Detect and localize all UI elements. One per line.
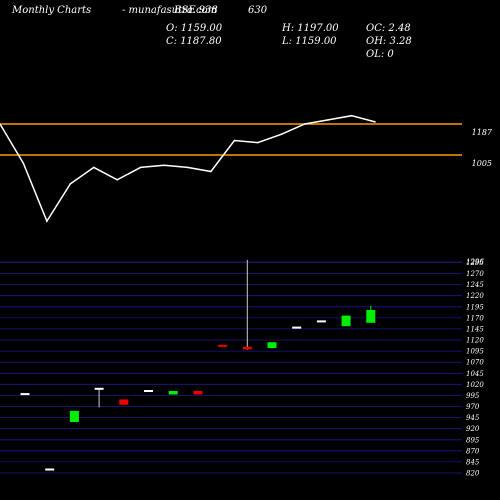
y-tick-label: 945 [466, 414, 480, 422]
price-point [0, 123, 1, 125]
candle [292, 326, 302, 329]
candle-body [341, 315, 351, 327]
candle [341, 315, 351, 327]
price-point [163, 164, 165, 167]
y-tick-label: 1220 [466, 292, 484, 300]
candle [366, 305, 376, 323]
y-tick-label: 970 [466, 403, 480, 411]
level-label: 1187 [472, 128, 493, 137]
y-tick-label: 845 [466, 458, 480, 466]
price-point [374, 121, 376, 123]
candle-body [69, 410, 79, 422]
candle-body [119, 399, 129, 405]
price-point [280, 133, 283, 136]
price-point [69, 183, 72, 185]
price-point [46, 220, 48, 222]
chart-title: Monthly Charts [11, 5, 91, 16]
candle [218, 344, 228, 347]
candle [193, 391, 203, 395]
source-label: - munafasutra.com [122, 5, 217, 16]
price-point [186, 166, 189, 169]
price-point [233, 139, 236, 142]
candle-body [94, 387, 104, 390]
y-tick-label: 1270 [466, 270, 484, 278]
low-value: L: 1159.00 [281, 36, 337, 47]
oc-value: OC: 2.48 [366, 23, 411, 34]
y-tick-label: 1020 [466, 381, 484, 389]
candle-body [292, 326, 302, 329]
price-point [22, 162, 25, 165]
y-tick-label: 920 [466, 425, 480, 433]
ol-value: OL: 0 [366, 49, 394, 60]
candle [69, 410, 79, 422]
price-point [116, 179, 118, 181]
candle-body [218, 344, 228, 347]
y-tick-label: 1245 [466, 281, 484, 289]
y-tick-label: 1045 [466, 370, 484, 378]
candle-body [45, 468, 55, 471]
y-tick-label: 1195 [466, 303, 484, 311]
price-point [350, 114, 353, 117]
candle [94, 387, 104, 408]
price-point [257, 141, 259, 144]
y-tick-label: 1095 [466, 348, 484, 356]
candle [45, 468, 55, 471]
oh-value: OH: 3.28 [366, 36, 412, 47]
candle [242, 259, 252, 350]
candle [316, 320, 326, 323]
price-point [210, 170, 212, 173]
candle [267, 342, 277, 348]
price-line-panel: 1187 1005 [0, 114, 493, 223]
price-point [93, 166, 95, 169]
price-point [303, 123, 306, 125]
price-point [327, 119, 329, 121]
level-label: 1005 [472, 159, 492, 168]
y-tick-label: 870 [466, 447, 480, 455]
candle-body [20, 393, 30, 396]
symbol-label: BSE 938 [173, 5, 218, 16]
y-tick-label: 895 [466, 436, 480, 444]
y-tick-label: 1120 [466, 337, 484, 345]
y-tick-label: 1145 [466, 325, 484, 333]
candle-body [168, 391, 178, 395]
open-value: O: 1159.00 [166, 23, 223, 34]
candle-body [193, 391, 203, 395]
code-label: 630 [248, 5, 268, 16]
y-tick-label: 820 [466, 470, 480, 478]
y-tick-label: 1295 [466, 259, 484, 267]
price-point [139, 166, 142, 169]
candle-body [242, 346, 252, 350]
y-tick-label: 1296 [466, 258, 484, 266]
y-tick-label: 1170 [466, 314, 484, 322]
candle-body [366, 310, 376, 323]
y-tick-label: 1070 [466, 359, 484, 367]
candle-body [316, 320, 326, 323]
high-value: H: 1197.00 [281, 23, 339, 34]
close-value: C: 1187.80 [166, 36, 222, 47]
candle [119, 399, 129, 406]
candle [144, 390, 153, 392]
candle-body [267, 342, 277, 348]
candle [20, 393, 30, 396]
candle-body [144, 390, 153, 392]
y-tick-label: 995 [466, 392, 480, 400]
candle [168, 391, 178, 395]
